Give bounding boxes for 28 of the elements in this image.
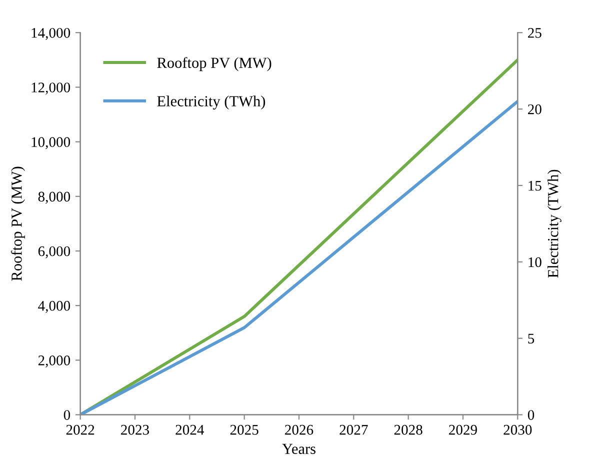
x-tick-label: 2028 [394, 424, 422, 435]
x-tick-label: 2026 [285, 424, 314, 435]
y2-tick-label: 0 [528, 410, 534, 420]
y-tick-label: 2,000 [38, 356, 70, 368]
x-tick-label: 2027 [340, 424, 368, 435]
y-axis-title: Rooftop PV (MW) [10, 166, 25, 281]
x-tick-label: 2030 [504, 424, 532, 435]
x-tick-label: 2022 [66, 424, 94, 435]
y-tick-label: 0 [64, 410, 70, 420]
x-axis-title: Years [282, 444, 316, 454]
x-tick-label: 2023 [121, 424, 150, 435]
legend-label: Electricity (TWh) [157, 96, 266, 110]
y-tick-label: 12,000 [32, 82, 70, 95]
y2-tick-label: 10 [528, 257, 542, 268]
y2-axis-title: Electricity (TWh) [548, 170, 562, 278]
x-tick-label: 2025 [230, 424, 258, 435]
y-tick-label: 8,000 [38, 192, 70, 204]
legend-label: Rooftop PV (MW) [157, 57, 272, 72]
x-tick-label: 2029 [449, 424, 477, 435]
y-tick-label: 10,000 [32, 137, 70, 150]
y2-tick-label: 5 [528, 334, 534, 344]
y-tick-label: 4,000 [38, 300, 70, 313]
y-tick-label: 14,000 [32, 28, 70, 40]
y2-tick-label: 15 [528, 180, 542, 191]
y2-tick-label: 20 [528, 104, 542, 114]
y2-tick-label: 25 [528, 28, 542, 38]
x-tick-label: 2024 [176, 424, 204, 435]
y-tick-label: 6,000 [38, 246, 70, 258]
